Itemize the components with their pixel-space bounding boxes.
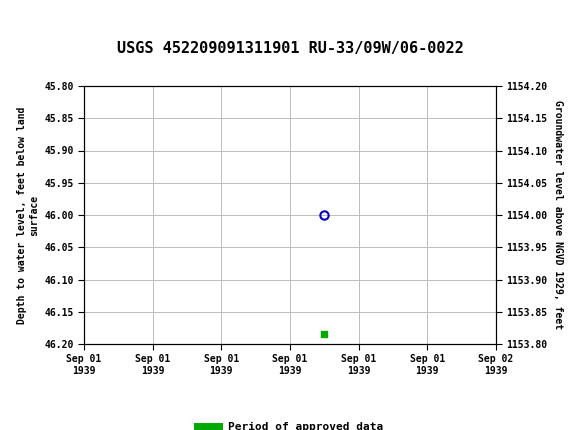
Y-axis label: Depth to water level, feet below land
surface: Depth to water level, feet below land su…: [17, 106, 39, 324]
Text: USGS: USGS: [45, 10, 113, 31]
Legend: Period of approved data: Period of approved data: [193, 418, 387, 430]
Y-axis label: Groundwater level above NGVD 1929, feet: Groundwater level above NGVD 1929, feet: [553, 101, 563, 329]
Text: USGS 452209091311901 RU-33/09W/06-0022: USGS 452209091311901 RU-33/09W/06-0022: [117, 41, 463, 56]
